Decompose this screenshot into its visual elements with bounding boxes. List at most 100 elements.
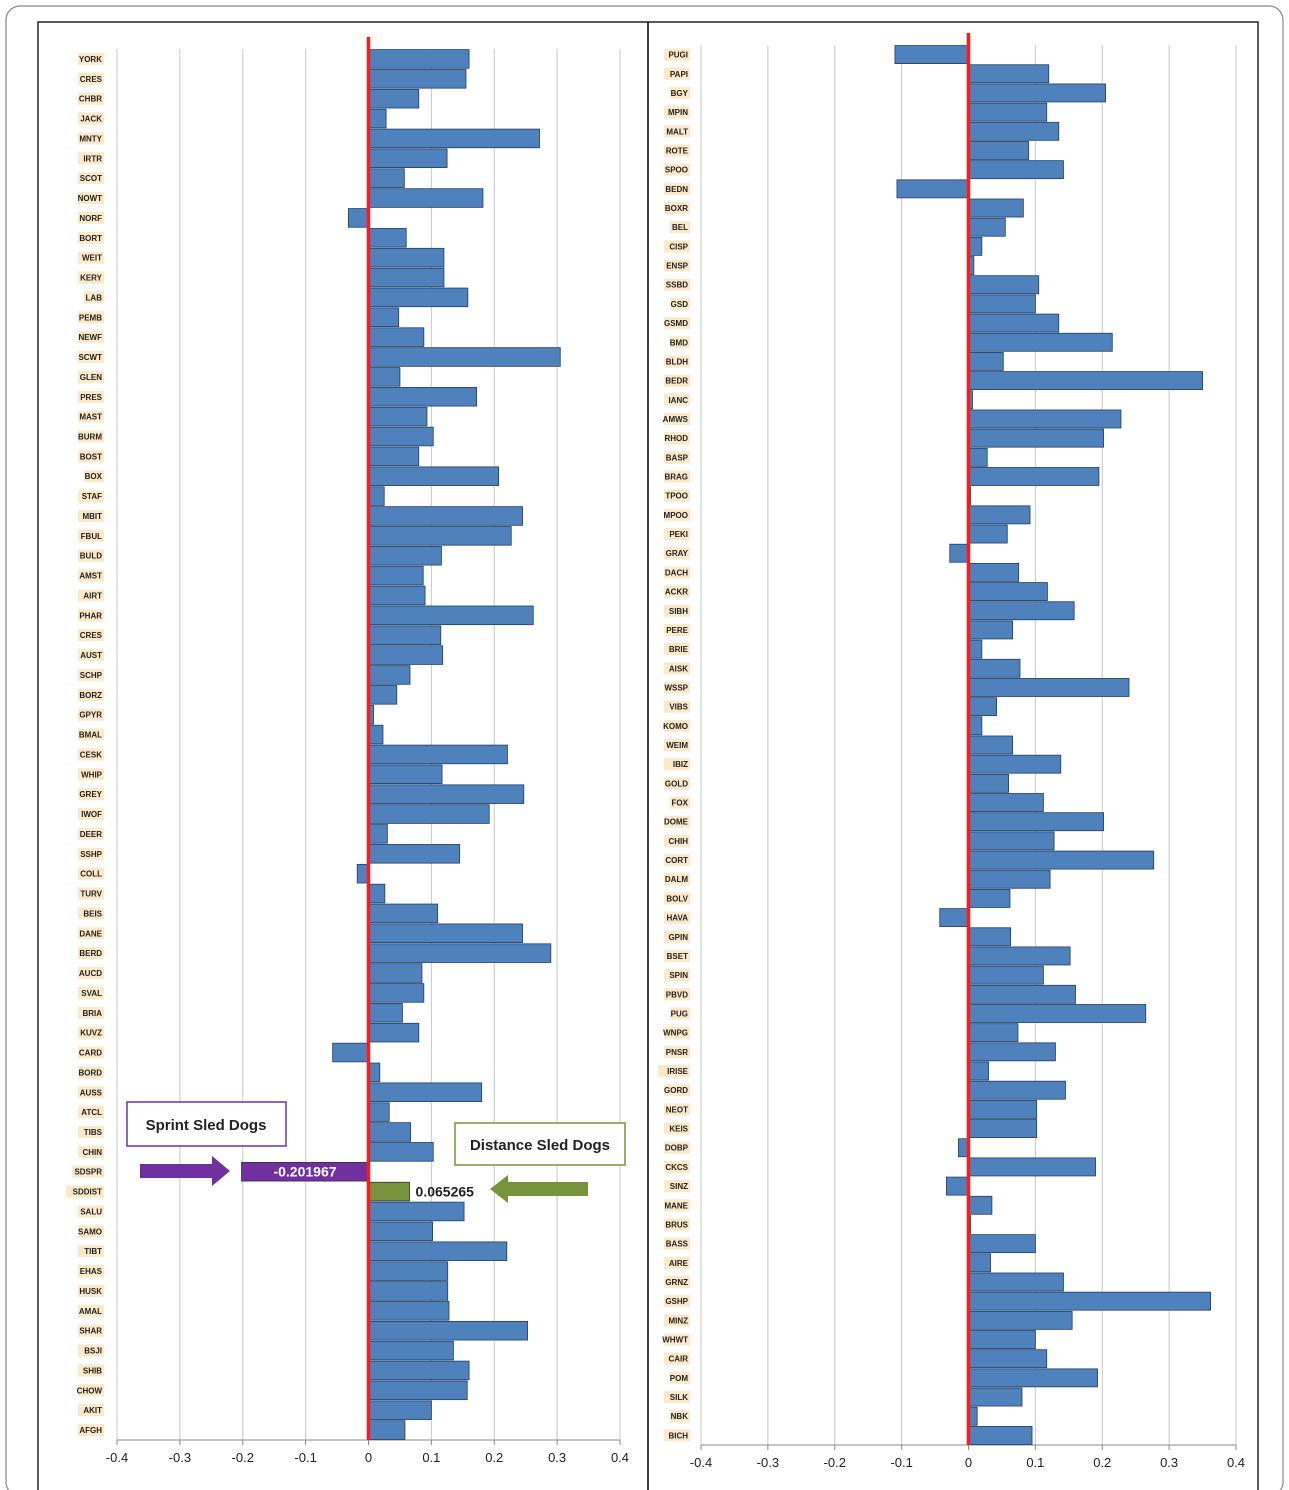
right-category-label-bg (664, 566, 690, 579)
left-category-label: BOX (85, 472, 103, 481)
left-bar-mast (368, 406, 428, 427)
right-category-label-bg (670, 1371, 690, 1384)
left-category-label: IWOF (81, 810, 102, 819)
left-bar-husk (368, 1281, 449, 1301)
left-category-label-bg (78, 1205, 104, 1218)
left-category-label-bg (78, 847, 104, 860)
right-category-label-bg (664, 1141, 690, 1154)
left-category-label-bg (78, 947, 104, 960)
right-bar-gray (949, 543, 969, 563)
right-bar-komo (968, 716, 983, 736)
right-category-label-bg (664, 163, 690, 176)
left-category-label: BORZ (79, 691, 102, 700)
left-category-label: AUSS (80, 1088, 103, 1097)
right-category-label: PERE (666, 626, 688, 635)
right-category-label: GRNZ (665, 1278, 688, 1287)
right-category-label-bg (664, 1275, 690, 1288)
left-bar-scot (368, 168, 405, 188)
right-category-label: BOXR (665, 204, 688, 213)
left-bar-chow (368, 1380, 468, 1401)
left-bar-kery (368, 267, 445, 288)
left-category-label-bg (72, 1165, 104, 1178)
left-bar-weit (368, 247, 445, 268)
left-bar-aucd (368, 963, 423, 983)
right-bar-malt (968, 121, 1060, 141)
left-bar-norf (347, 208, 369, 228)
right-category-label: DOBP (665, 1144, 689, 1153)
right-bar-gold (968, 773, 1010, 793)
right-category-label-bg (664, 1237, 690, 1250)
left-category-label-bg (78, 172, 104, 185)
left-bar-ehas (368, 1261, 449, 1281)
left-category-label: SHAR (79, 1327, 102, 1336)
left-category-label: AUCD (79, 969, 102, 978)
left-category-label: COLL (80, 870, 102, 879)
right-category-label: CHIH (668, 837, 688, 846)
left-category-label-bg (78, 549, 104, 562)
right-bar-sibh (968, 601, 1075, 621)
right-category-label: KOMO (663, 722, 688, 731)
left-x-tick-label: 0.3 (548, 1450, 566, 1465)
right-category-label: BASS (666, 1240, 689, 1249)
left-bar-mnty (368, 128, 540, 149)
right-category-label-bg (664, 67, 690, 80)
right-category-label: CKCS (665, 1163, 688, 1172)
left-category-label: TIBT (84, 1247, 102, 1256)
left-category-label-bg (78, 351, 104, 364)
right-category-label-bg (670, 86, 690, 99)
right-bar-gpin (968, 927, 1012, 947)
right-category-label: PNSR (666, 1048, 688, 1057)
right-category-label: GOLD (665, 779, 688, 788)
left-x-tick-label: 0.4 (611, 1450, 629, 1465)
right-category-label: GSHP (665, 1297, 688, 1306)
left-category-label-bg (78, 271, 104, 284)
left-category-label-bg (78, 788, 104, 801)
right-category-label-bg (664, 1084, 690, 1097)
left-category-label: BRIA (82, 1009, 102, 1018)
right-bar-wssp (968, 678, 1130, 697)
right-category-label-bg (664, 873, 690, 886)
left-category-label: SCWT (78, 353, 102, 362)
right-x-tick-label: -0.3 (757, 1455, 779, 1470)
right-bar-rote (968, 141, 1030, 160)
left-bar-airt (368, 585, 426, 606)
left-category-label-bg (78, 311, 104, 324)
right-category-label-bg (664, 489, 690, 502)
right-bar-pom (968, 1368, 1098, 1388)
left-panel-border (37, 21, 649, 1490)
right-bar-chih (968, 831, 1055, 851)
left-category-label: IRTR (83, 154, 102, 163)
right-category-label: BRIE (669, 645, 689, 654)
right-category-label-bg (664, 1026, 690, 1039)
left-category-label: TIBS (84, 1128, 103, 1137)
left-bar-grey (368, 784, 525, 804)
right-category-label: AIRE (669, 1259, 689, 1268)
left-category-label: CESK (80, 750, 102, 759)
right-bar-irise (968, 1061, 989, 1081)
left-bar-phar (368, 605, 534, 626)
left-bar-afgh (368, 1420, 406, 1440)
right-category-label-bg (664, 681, 690, 694)
left-category-label: CRES (80, 75, 103, 84)
right-bar-sinz (946, 1176, 969, 1196)
left-category-label: BEIS (83, 909, 102, 918)
right-category-label: BSET (667, 952, 688, 961)
right-category-label-bg (664, 125, 690, 138)
sprint-arrow-icon (140, 1156, 230, 1186)
left-category-label-bg (78, 668, 104, 681)
right-panel-border (647, 21, 1259, 1490)
left-category-label: PEMB (79, 313, 102, 322)
left-category-label-bg (78, 1284, 104, 1297)
left-category-label: CHBR (79, 95, 102, 104)
right-bar-bmd (968, 332, 1113, 352)
right-bar-bgy (968, 83, 1106, 103)
right-category-label-bg (664, 1218, 690, 1231)
right-category-label-bg (664, 547, 690, 560)
left-category-label: BORT (79, 234, 102, 243)
right-category-label: PUGI (668, 51, 688, 60)
right-category-label-bg (664, 1160, 690, 1173)
left-category-label: KERY (80, 274, 103, 283)
left-category-label: BULD (80, 552, 102, 561)
left-bar-schp (368, 665, 411, 685)
